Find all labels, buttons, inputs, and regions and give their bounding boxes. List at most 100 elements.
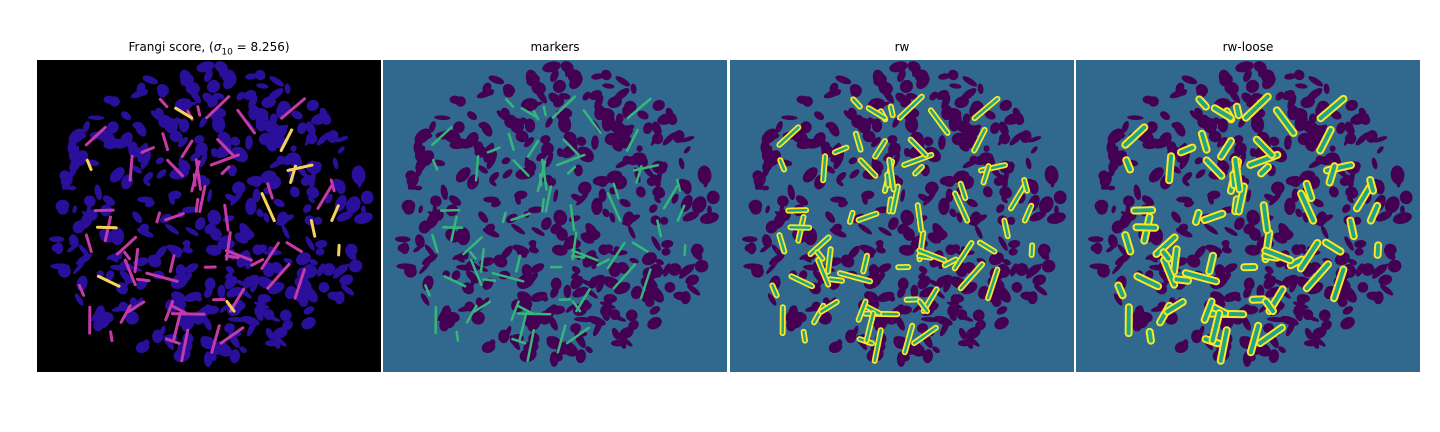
frangi-vessel [210,324,221,354]
rw-loose-blob [1094,199,1109,213]
markers-vessel [662,184,679,210]
rw-loose-vessel [1165,299,1185,314]
markers-blob [682,211,700,222]
rw-blob [897,286,906,298]
frangi-vessel [170,312,206,316]
rw-blob [858,223,873,235]
markers-blob [602,83,615,89]
frangi-vessel [123,258,137,287]
rw-blob [969,155,979,165]
rw-loose-blob [1345,265,1357,275]
markers-svg [383,60,727,372]
rw-loose-blob [1111,205,1116,214]
frangi-vessel [266,262,291,290]
rw-blob [1054,205,1059,215]
rw-vessel [852,98,862,108]
frangi-vessel [123,250,131,261]
rw-loose-vessel [1162,258,1177,287]
markers-blob [415,157,427,173]
frangi-vessel [85,158,93,171]
markers-blob [632,286,643,299]
rw-loose-blob [1243,286,1252,298]
rw-blob [1010,263,1018,277]
rw-loose-blob [1193,245,1206,260]
frangi-blob [339,274,354,286]
rw-vessel [865,312,875,342]
rw-loose-blob [1348,258,1357,266]
rw-loose-blob [1296,294,1307,305]
frangi-blob [110,264,129,271]
rw-loose-blob [1284,197,1296,216]
markers-blob [502,169,513,179]
rw-loose-blob [1390,165,1405,185]
markers-blob [515,130,529,143]
rw-loose-vessel [1327,164,1337,185]
rw-vessel [1009,184,1026,210]
markers-vessel [510,212,531,222]
markers-blob [585,346,593,354]
markers-blob [478,211,489,223]
rw-blob [998,174,1008,187]
markers-vessel [625,128,639,152]
rw-loose-blob [1160,111,1171,121]
rw-loose-blob [1093,242,1103,255]
rw-loose-blob [1387,259,1402,273]
markers-blob [651,174,661,187]
frangi-blob [290,145,297,152]
markers-blob [558,92,571,100]
frangi-vessel [219,326,245,345]
markers-blob [521,264,533,278]
markers-blob [609,120,626,134]
frangi-blob [314,216,323,225]
rw-blob [836,339,843,346]
markers-blob [623,100,637,114]
rw-loose-blob [1243,277,1255,291]
rw-vessel [912,326,938,345]
rw-vessel [848,211,854,224]
rw-blob [786,317,797,332]
rw-vessel [972,128,986,152]
frangi-blob [68,185,77,191]
markers-vessel [450,215,458,242]
rw-loose-vessel [1161,250,1171,261]
rw-blob [897,69,906,83]
frangi-vessel [180,328,190,363]
frangi-blob [142,75,159,85]
rw-loose-blob [1287,105,1299,121]
rw-blob [840,254,855,268]
rw-loose-vessel [1178,145,1195,155]
rw-blob [953,170,970,184]
markers-blob [565,304,576,313]
markers-blob [706,190,720,205]
markers-blob [678,157,685,170]
rw-blob [923,136,934,146]
frangi-vessel [285,241,303,254]
rw-loose-vessel [1348,218,1356,239]
markers-blob [427,211,442,221]
rw-loose-vessel [1193,210,1201,224]
rw-blob [843,110,854,121]
markers-vessel [507,132,515,151]
rw-blob [817,276,823,287]
rw-vessel [778,126,800,147]
markers-blob [697,165,712,185]
markers-blob [571,265,581,274]
markers-blob [459,137,478,149]
rw-loose-blob [1399,190,1413,205]
markers-vessel [540,198,546,213]
rw-blob [952,279,960,287]
markers-vessel [424,284,431,297]
markers-vessel [455,330,460,342]
frangi-blob [185,227,199,236]
frangi-blob [155,107,164,118]
rw-blob [742,236,758,243]
rw-loose-blob [1278,346,1286,354]
rw-blob [932,228,948,240]
rw-loose-blob [1315,214,1334,225]
markers-blob [551,223,561,233]
frangi-blob [150,110,161,121]
markers-blob [683,146,691,154]
markers-blob [691,196,707,214]
frangi-blob [174,98,193,112]
markers-blob [664,281,676,293]
